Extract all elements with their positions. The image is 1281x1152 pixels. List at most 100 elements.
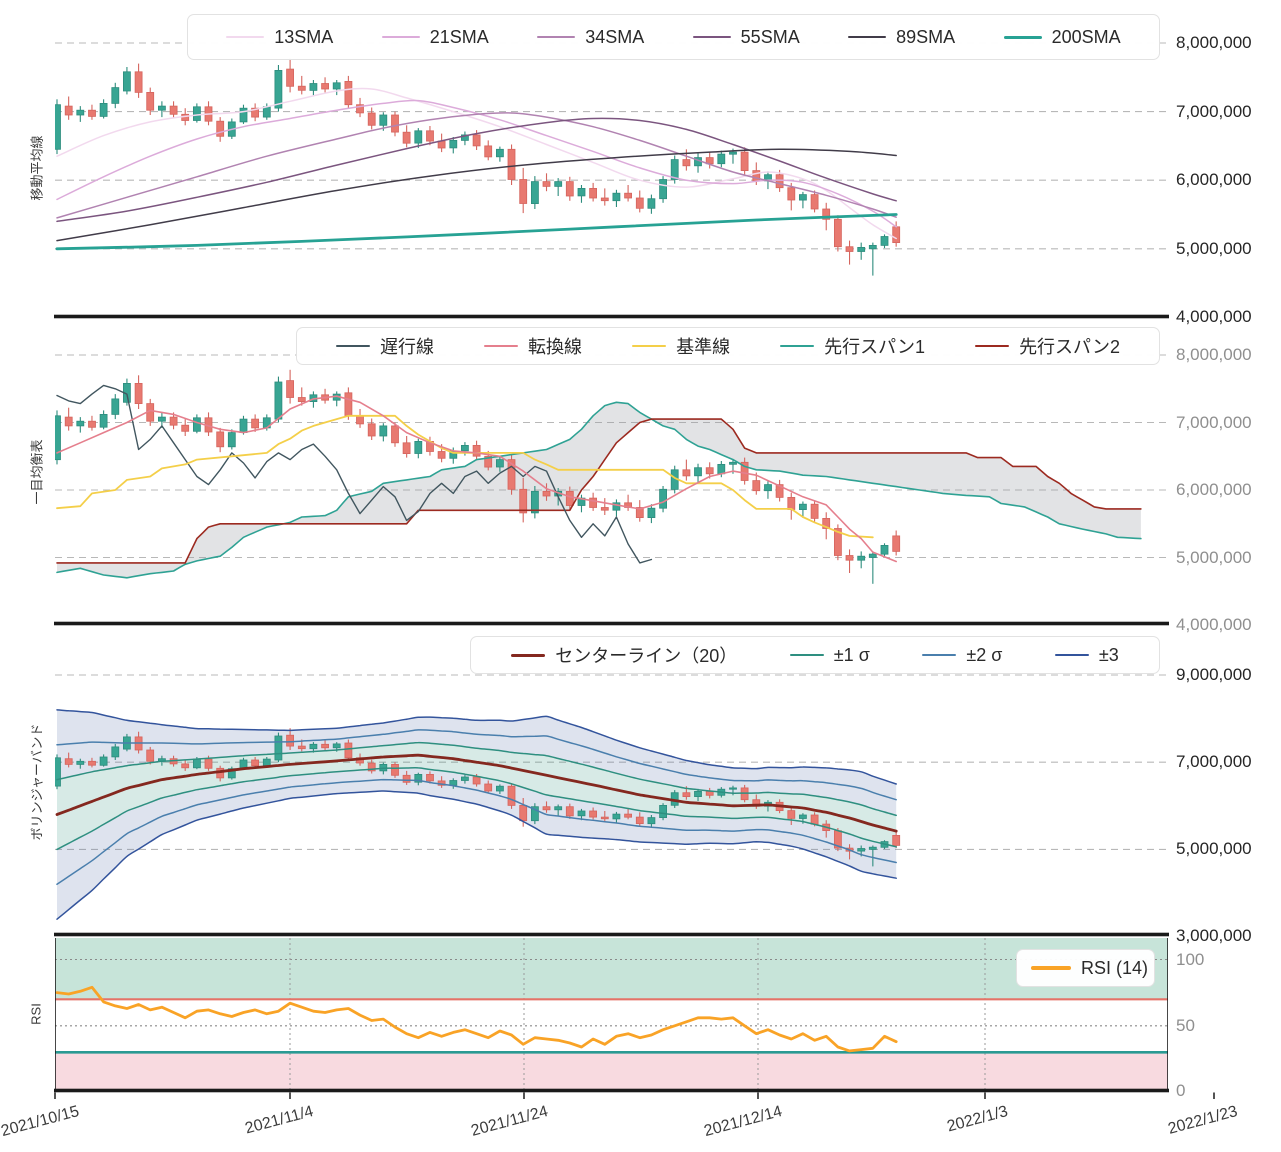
legend-label: ±2 σ — [966, 644, 1003, 665]
legend-item-ichimoku-2[interactable]: 基準線 — [632, 333, 730, 359]
legend-label: 200SMA — [1051, 26, 1121, 47]
bb-plus1-line — [56, 741, 897, 817]
candlestick-series — [55, 58, 901, 276]
y-tick-label: 5,000,000 — [1176, 239, 1252, 258]
legend-ichimoku: 遅行線 転換線 基準線 先行スパン1 先行スパン2 — [296, 327, 1160, 365]
legend-item-ichimoku-3[interactable]: 先行スパン1 — [780, 333, 925, 359]
bb-band-1-2-upper — [57, 729, 897, 816]
panel-rsi — [55, 938, 1168, 1090]
legend-rsi: RSI (14) — [1016, 949, 1155, 987]
y-tick-label: 5,000,000 — [1176, 839, 1252, 858]
y-tick-label: 100 — [1176, 950, 1205, 969]
legend-item-ichimoku-1[interactable]: 転換線 — [484, 333, 582, 359]
panel-separator — [54, 1088, 1169, 1093]
legend-swatch-icon — [1054, 654, 1089, 656]
legend-swatch-icon — [975, 345, 1010, 347]
axis-title-bollinger: ボリンジャーバンド — [29, 723, 45, 841]
legend-label: 13SMA — [274, 26, 334, 47]
legend-label: 21SMA — [429, 26, 489, 47]
legend-swatch-icon — [692, 36, 731, 38]
bb-band-1-2-lower — [57, 767, 897, 885]
bb-plus3-line — [56, 709, 897, 785]
legend-label: 55SMA — [740, 26, 800, 47]
sma-89-line — [56, 148, 897, 242]
sma-21-line — [56, 99, 897, 228]
legend-swatch-icon — [484, 345, 519, 347]
legend-item-rsi-0[interactable]: RSI (14) — [1031, 958, 1148, 979]
senkou-span2-line — [56, 418, 1142, 564]
legend-label: 先行スパン2 — [1019, 337, 1120, 357]
sma-55-line — [56, 117, 897, 223]
bb-minus1-line — [56, 767, 897, 851]
legend-swatch-icon — [789, 654, 824, 656]
panel-separator — [54, 314, 1169, 319]
bb-minus3-line — [56, 790, 897, 920]
y-tick-label: 7,000,000 — [1176, 752, 1252, 771]
legend-item-ma-0[interactable]: 13SMA — [226, 27, 333, 48]
legend-label: ±1 σ — [833, 644, 870, 665]
legend-item-ichimoku-4[interactable]: 先行スパン2 — [975, 333, 1120, 359]
legend-item-ma-5[interactable]: 200SMA — [1003, 26, 1121, 48]
rsi-oversold-zone — [55, 1052, 1168, 1090]
y-tick-label: 50 — [1176, 1016, 1195, 1035]
y-tick-label: 7,000,000 — [1176, 102, 1252, 121]
legend-label: センターライン（20） — [555, 646, 738, 666]
legend-swatch-icon — [336, 345, 371, 347]
legend-swatch-icon — [381, 36, 420, 38]
legend-bollinger: センターライン（20） ±1 σ ±2 σ ±3 — [470, 636, 1160, 674]
rsi-line — [55, 985, 898, 1053]
y-tick-label: 7,000,000 — [1176, 413, 1252, 432]
y-tick-label: 4,000,000 — [1176, 307, 1252, 326]
legend-item-bollinger-2[interactable]: ±2 σ — [922, 645, 1002, 666]
legend-swatch-icon — [922, 654, 957, 656]
legend-label: ±3 — [1098, 644, 1119, 665]
legend-item-bollinger-0[interactable]: センターライン（20） — [511, 642, 737, 668]
legend-item-ma-2[interactable]: 34SMA — [537, 27, 644, 48]
legend-swatch-icon — [1031, 966, 1071, 970]
axis-title-rsi: RSI — [28, 1003, 44, 1025]
panel-separator — [54, 932, 1169, 937]
legend-swatch-icon — [848, 36, 887, 38]
legend-label: 遅行線 — [380, 337, 435, 357]
panel-separator — [54, 621, 1169, 626]
chikou-line — [56, 384, 653, 564]
sma-34-line — [56, 112, 897, 219]
panel-bollinger — [55, 674, 1168, 920]
axis-title-ichimoku: 一目均衡表 — [29, 439, 45, 505]
kijun-line — [56, 414, 874, 539]
bb-center-line — [55, 753, 898, 833]
sma-200-line — [55, 213, 898, 251]
legend-swatch-icon — [537, 36, 576, 38]
legend-item-ma-4[interactable]: 89SMA — [848, 27, 955, 48]
legend-item-ma-1[interactable]: 21SMA — [381, 26, 489, 48]
y-tick-label: 4,000,000 — [1176, 615, 1252, 634]
sma-13-line — [56, 87, 897, 240]
legend-swatch-icon — [780, 345, 815, 347]
y-tick-label: 8,000,000 — [1176, 33, 1252, 52]
legend-label: RSI (14) — [1081, 957, 1149, 978]
candlestick-series — [55, 369, 901, 584]
y-tick-label: 8,000,000 — [1176, 345, 1252, 364]
legend-label: 89SMA — [896, 26, 956, 47]
legend-item-ma-3[interactable]: 55SMA — [692, 26, 800, 48]
legend-label: 先行スパン1 — [824, 337, 926, 357]
rsi-overbought-zone — [55, 938, 1168, 1000]
bb-plus2-line — [56, 729, 897, 801]
legend-item-bollinger-3[interactable]: ±3 — [1054, 644, 1119, 666]
y-tick-label: 9,000,000 — [1176, 665, 1252, 684]
senkou-span1-line — [56, 401, 1142, 579]
bb-band-2-3-upper — [57, 709, 897, 800]
legend-swatch-icon — [632, 345, 667, 347]
panel-ichimoku — [55, 354, 1168, 584]
legend-swatch-icon — [226, 36, 265, 38]
legend-label: 転換線 — [528, 337, 583, 357]
bb-band-inner — [57, 742, 897, 850]
legend-item-bollinger-1[interactable]: ±1 σ — [789, 644, 870, 666]
y-tick-label: 6,000,000 — [1176, 480, 1252, 499]
legend-label: 基準線 — [676, 337, 731, 357]
legend-label: 34SMA — [585, 26, 645, 47]
y-tick-label: 0 — [1176, 1081, 1186, 1100]
legend-item-ichimoku-0[interactable]: 遅行線 — [336, 333, 434, 359]
